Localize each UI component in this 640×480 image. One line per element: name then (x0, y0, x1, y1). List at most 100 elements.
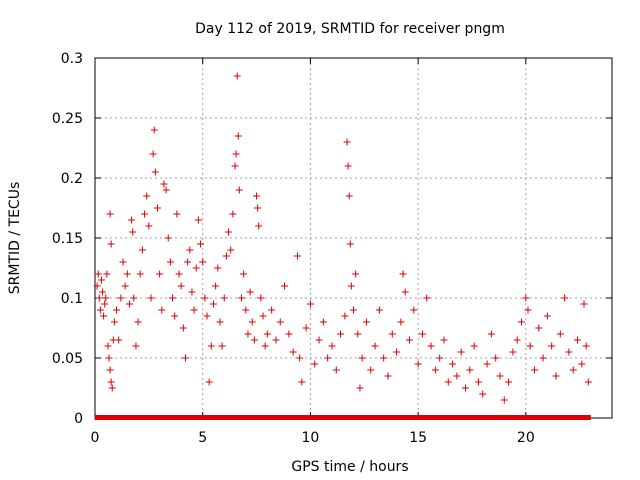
zero-marker (463, 415, 469, 420)
data-point (401, 288, 409, 296)
zero-marker (419, 415, 425, 420)
zero-marker (441, 415, 447, 420)
zero-marker (562, 415, 568, 420)
y-tick-label: 0.05 (52, 351, 83, 367)
zero-marker (363, 415, 369, 420)
zero-marker (570, 415, 576, 420)
data-point (169, 294, 177, 302)
data-point (272, 336, 280, 344)
data-point (197, 240, 205, 248)
data-point (346, 240, 354, 248)
data-point (108, 384, 116, 392)
data-point (214, 264, 222, 272)
data-point (156, 270, 164, 278)
zero-marker (385, 415, 391, 420)
data-point (397, 318, 405, 326)
zero-marker (544, 415, 550, 420)
data-point (94, 270, 102, 278)
data-point (107, 378, 115, 386)
plot-frame (94, 57, 613, 419)
data-point (356, 384, 364, 392)
data-point (293, 252, 301, 260)
zero-marker (510, 415, 516, 420)
y-tick-label: 0.1 (61, 291, 83, 307)
data-point (418, 330, 426, 338)
data-point (143, 192, 151, 200)
zero-marker (394, 415, 400, 420)
zero-marker (407, 415, 413, 420)
data-point (582, 342, 590, 350)
zero-marker (553, 415, 559, 420)
data-point (237, 294, 245, 302)
data-point (203, 312, 211, 320)
data-point (106, 210, 114, 218)
data-point (352, 270, 360, 278)
data-point (227, 246, 235, 254)
data-point (134, 318, 142, 326)
zero-marker (368, 415, 374, 420)
data-point (492, 354, 500, 362)
data-point (306, 300, 314, 308)
zero-marker (359, 415, 365, 420)
zero-marker (501, 415, 507, 420)
data-point (212, 282, 220, 290)
data-point (103, 270, 111, 278)
data-point (102, 294, 110, 302)
data-point (444, 378, 452, 386)
zero-marker (325, 415, 331, 420)
data-point (343, 138, 351, 146)
data-point (220, 294, 228, 302)
x-tick-label: 15 (409, 430, 427, 446)
data-point (240, 270, 248, 278)
zero-marker (432, 415, 438, 420)
data-point (145, 222, 153, 230)
data-point (101, 300, 109, 308)
data-point (289, 348, 297, 356)
zero-marker (329, 415, 335, 420)
data-point (479, 390, 487, 398)
data-point (93, 282, 101, 290)
data-point (388, 330, 396, 338)
data-point (298, 378, 306, 386)
zero-marker (514, 415, 520, 420)
data-point (149, 150, 157, 158)
data-point (311, 360, 319, 368)
data-point (209, 300, 217, 308)
zero-marker (458, 415, 464, 420)
data-point (190, 306, 198, 314)
data-point (427, 342, 435, 350)
data-point (177, 282, 185, 290)
data-point (462, 384, 470, 392)
zero-marker (381, 415, 387, 420)
data-point (147, 294, 155, 302)
data-point (246, 288, 254, 296)
zero-marker (531, 415, 537, 420)
data-point (457, 348, 465, 356)
data-point (121, 282, 129, 290)
data-point (371, 342, 379, 350)
zero-marker (273, 415, 279, 420)
y-tick-label: 0.25 (52, 111, 83, 127)
zero-marker (467, 415, 473, 420)
data-point (440, 336, 448, 344)
zero-marker (549, 415, 555, 420)
zero-marker (269, 415, 275, 420)
zero-marker (471, 415, 477, 420)
zero-marker (108, 415, 114, 420)
zero-marker (557, 415, 563, 420)
zero-marker (290, 415, 296, 420)
grid (95, 58, 612, 418)
data-point (530, 366, 538, 374)
zero-marker (506, 415, 512, 420)
data-point (253, 192, 261, 200)
data-point (302, 324, 310, 332)
y-tick-label: 0.3 (61, 51, 83, 67)
data-point (186, 246, 194, 254)
data-point (192, 264, 200, 272)
data-point (255, 222, 263, 230)
zero-marker (312, 415, 318, 420)
zero-marker (320, 415, 326, 420)
data-point (105, 354, 113, 362)
data-point (410, 306, 418, 314)
data-point (513, 336, 521, 344)
